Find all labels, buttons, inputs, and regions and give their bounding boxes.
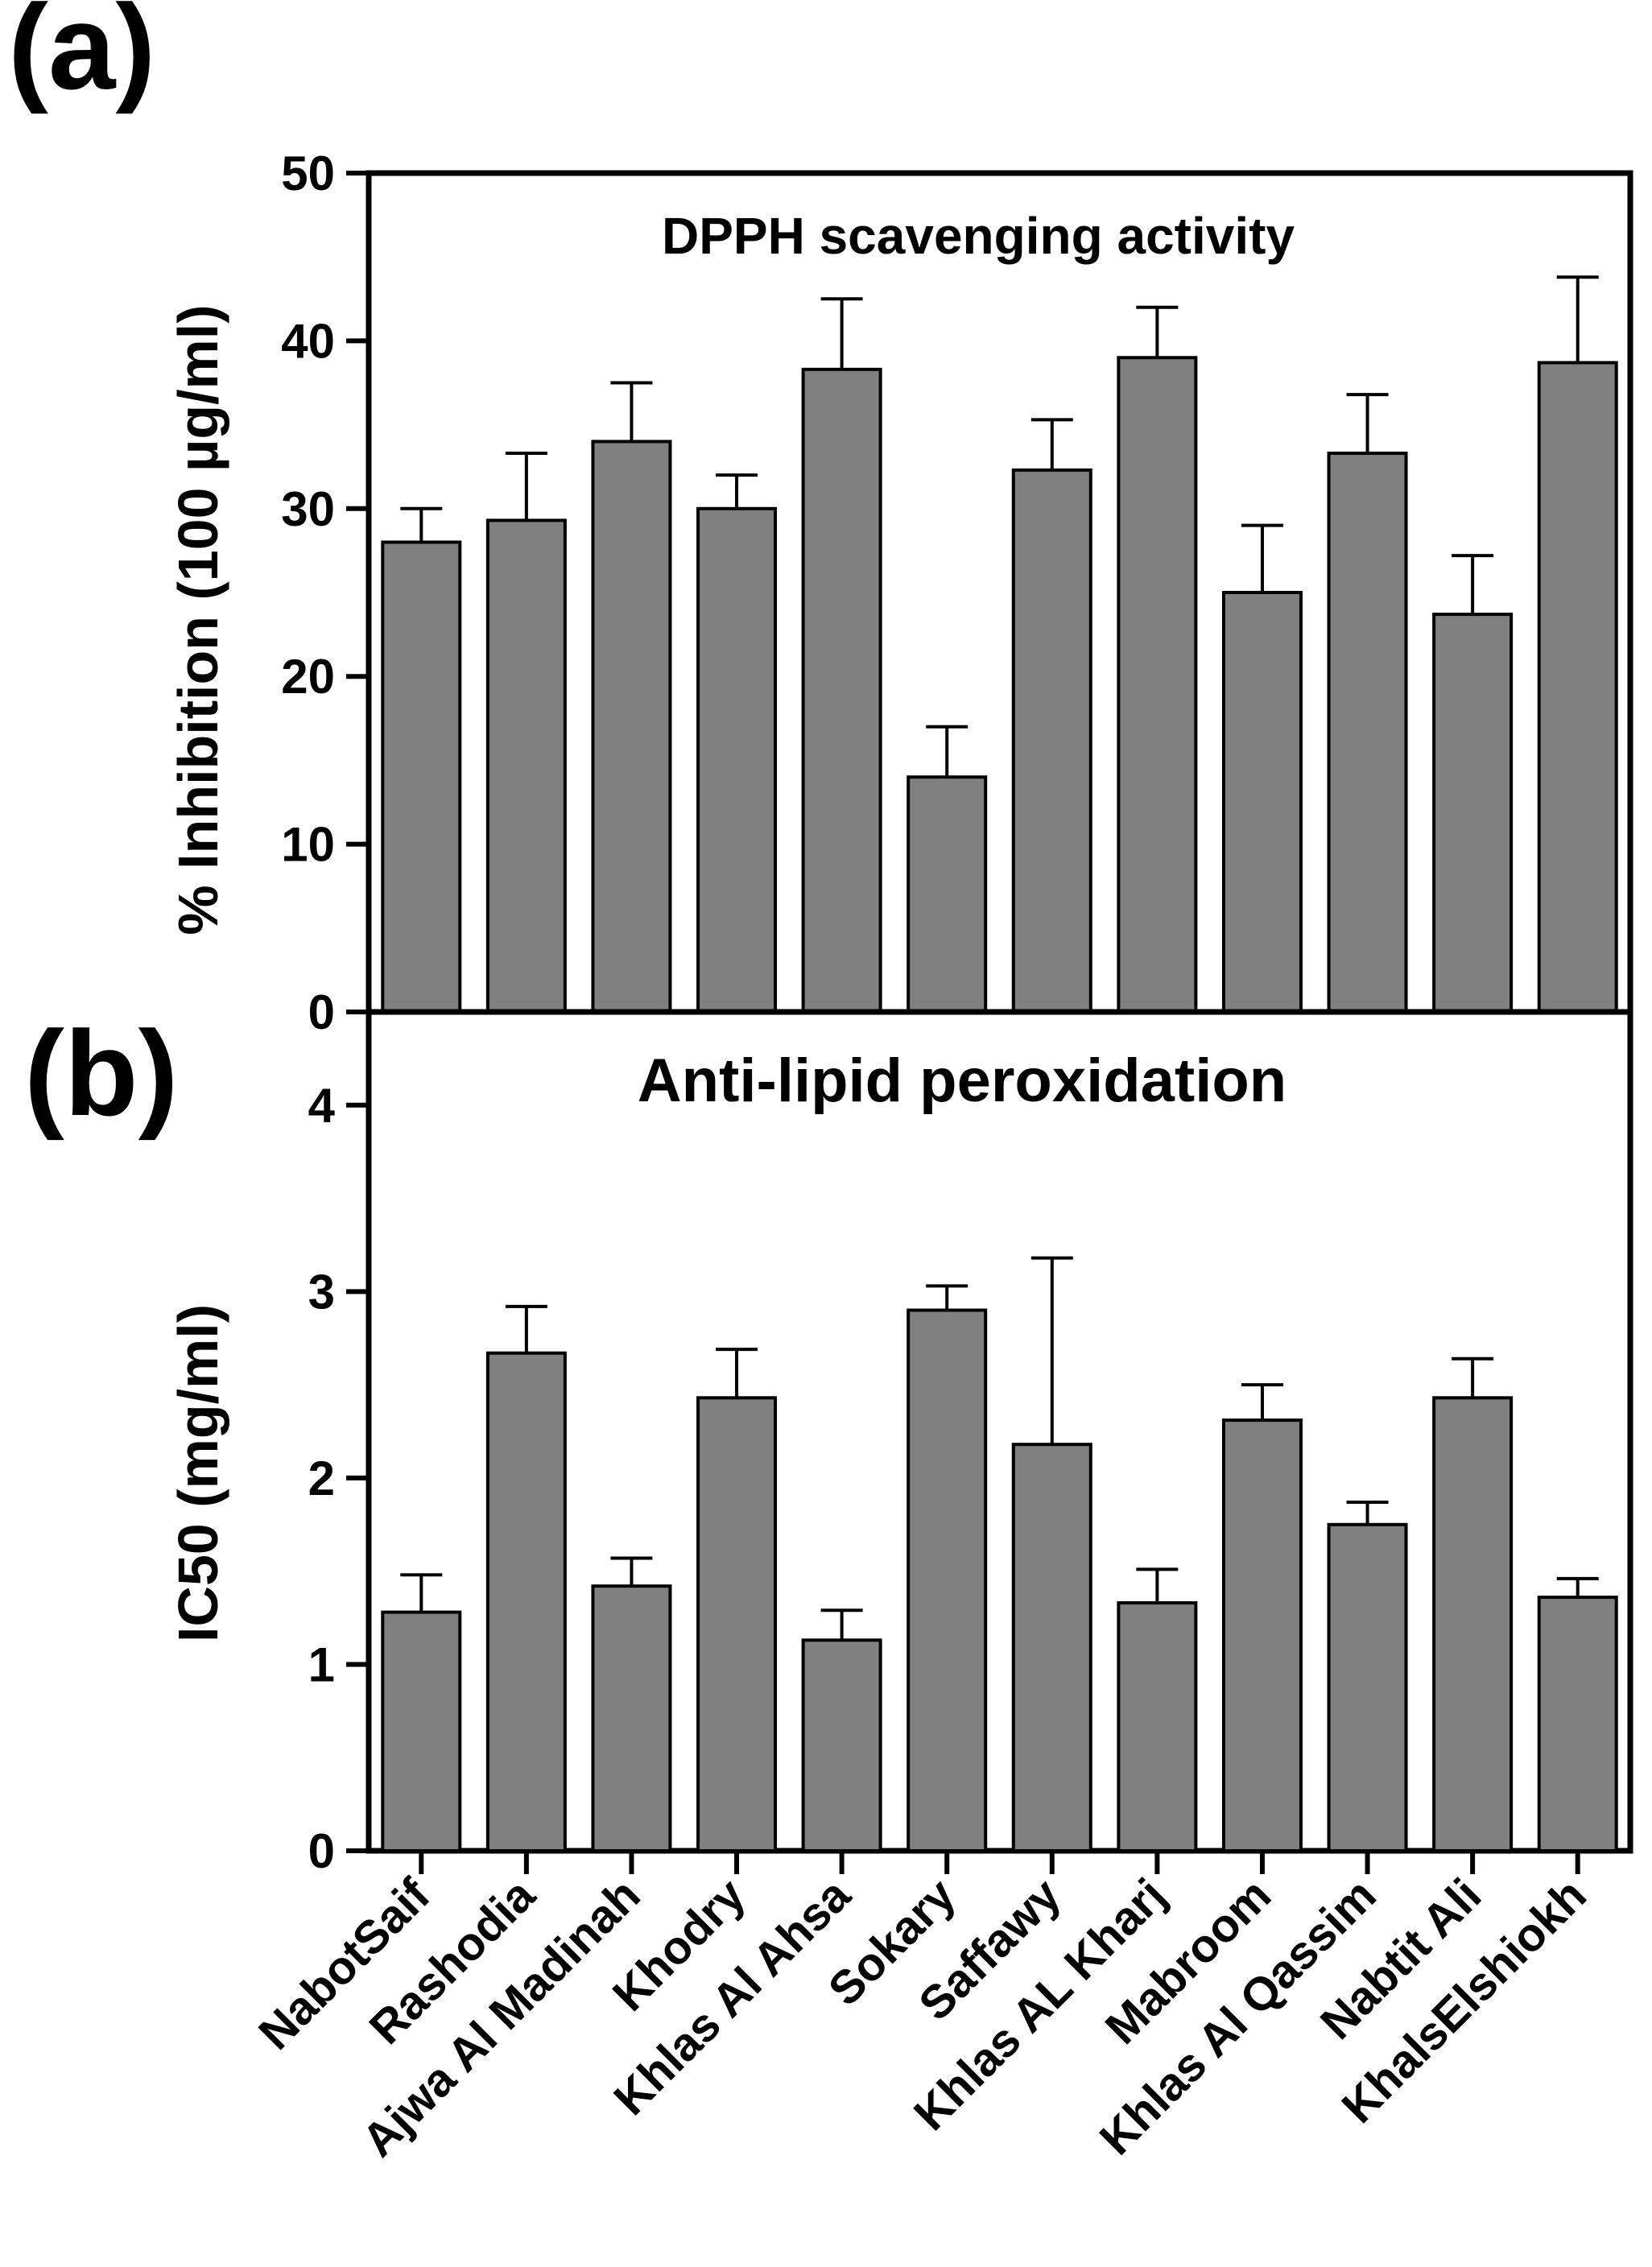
panel-b-bar [591,1584,672,1853]
panel-a-y-tick-label: 30 [281,482,335,536]
panel-a-bar [1011,468,1092,1014]
panel-b-title: Anti-lipid peroxidation [638,1047,1286,1115]
panel-a-bar [1537,361,1618,1014]
panel-a-bar [1432,613,1514,1014]
panel-a-bar [1117,356,1198,1014]
panel-b-plot: 0 1 2 3 4 [308,1009,1633,1878]
panel-a-y-tick-label: 20 [281,650,335,704]
panel-a-y-axis-label: % Inhibition (100 µg/ml) [167,304,229,935]
panel-b-y-tick-label: 0 [308,1824,335,1878]
panel-a-y-tick-label: 50 [281,147,335,200]
panel-b-bar [381,1610,462,1852]
panel-a-letter: (a) [8,0,155,114]
panel-a-bar [801,367,882,1014]
panel-a-y-tick-label: 40 [281,314,335,368]
panel-b-y-tick-label: 4 [308,1079,336,1133]
panel-a-bar [591,440,672,1014]
panel-b-bar [907,1308,988,1852]
panel-b-y-tick-label: 1 [308,1637,335,1691]
panel-b-bar [801,1638,882,1852]
panel-b-bar [1117,1601,1198,1853]
panel-a-bar [907,775,988,1014]
panel-b-bar [1327,1522,1408,1853]
panel-b-bar [1011,1443,1092,1852]
panel-b-y-tick-label: 3 [308,1265,335,1319]
panel-a-y-tick-label: 0 [308,985,335,1039]
panel-b-frame [366,1009,1633,1854]
panel-b-bar [696,1396,778,1852]
panel-b-y-tick-label: 2 [308,1451,335,1505]
panel-a-plot: 0 10 20 30 40 50 [281,147,1633,1039]
panel-b-bar [1221,1418,1303,1852]
panel-b-letter: (b) [24,1005,179,1141]
panel-a-bar [1221,591,1303,1014]
panel-a-bar [485,518,567,1014]
panel-a-y-tick-label: 10 [281,818,335,872]
panel-a-bar [1327,452,1408,1014]
panel-b-bar [1432,1396,1514,1852]
panel-b-bar [485,1351,567,1853]
panel-a-bar [381,540,462,1014]
panel-b-bar [1537,1596,1618,1853]
panel-b-y-axis-label: IC50 (mg/ml) [167,1304,229,1642]
panel-a-bar [696,506,778,1014]
panel-a-title: DPPH scavenging activity [662,207,1295,265]
